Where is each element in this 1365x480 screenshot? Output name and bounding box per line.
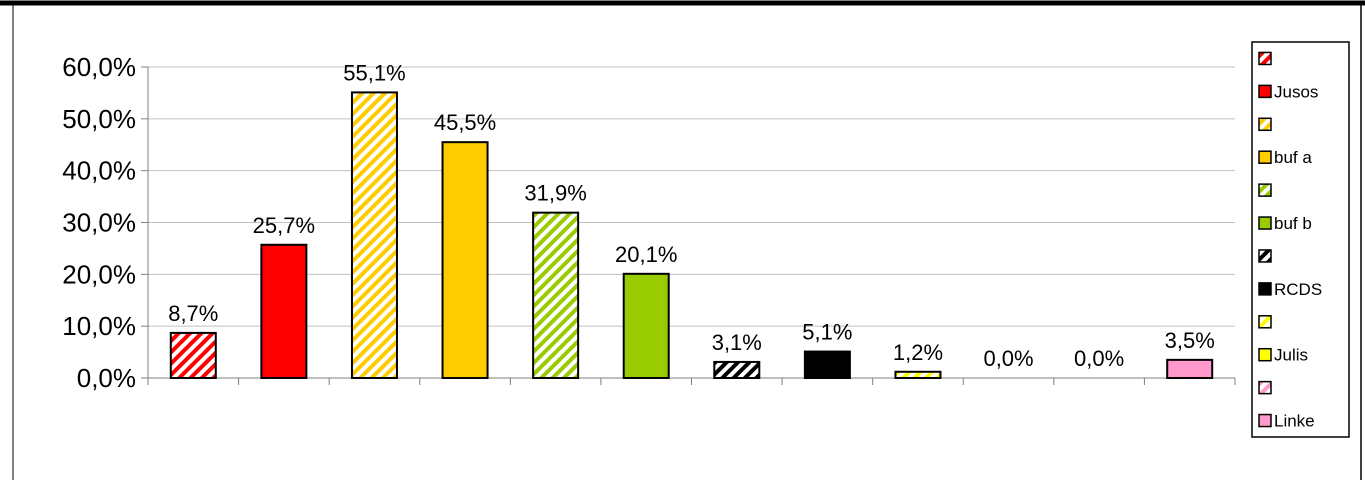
bar (894, 370, 942, 379)
data-label: 1,2% (893, 340, 943, 365)
bar (713, 360, 761, 380)
grid-lines (141, 66, 1235, 379)
y-tick-labels: 0,0% 10,0% 20,0% 30,0% 40,0% 50,0% 60,0% (62, 52, 136, 393)
y-tick-label: 60,0% (62, 52, 136, 82)
y-tick-label: 0,0% (77, 363, 136, 393)
bar (350, 91, 398, 379)
legend-swatch (1258, 183, 1272, 197)
legend-swatch (1258, 51, 1272, 66)
legend-label: Jusos (1274, 82, 1318, 101)
bar (441, 141, 489, 379)
legend-swatch (1258, 216, 1272, 230)
y-tick-label: 50,0% (62, 104, 136, 134)
y-tick-label: 40,0% (62, 156, 136, 186)
legend-swatch (1258, 117, 1272, 132)
data-label: 3,1% (712, 330, 762, 355)
data-label: 20,1% (615, 242, 677, 267)
legend-swatch (1258, 249, 1272, 263)
data-labels: 8,7% 25,7% 55,1% 45,5% 31,9% 20,1% 3,1% 5,1% 1,2… (168, 60, 1215, 371)
legend-label: buf a (1274, 148, 1312, 167)
bar (803, 350, 851, 380)
data-label: 3,5% (1165, 328, 1215, 353)
data-label: 55,1% (343, 60, 405, 85)
y-tick-label: 10,0% (62, 311, 136, 341)
bar (1166, 358, 1214, 380)
legend-swatch (1258, 282, 1272, 296)
bar (622, 272, 670, 379)
data-label: 0,0% (983, 346, 1033, 371)
data-label: 5,1% (802, 320, 852, 345)
y-tick-label: 20,0% (62, 259, 136, 289)
data-label: 31,9% (524, 181, 586, 206)
legend-swatch (1258, 150, 1272, 164)
legend-swatch (1258, 347, 1272, 362)
legend-label: Linke (1274, 412, 1315, 431)
data-label: 45,5% (434, 110, 496, 135)
legend-swatch (1258, 84, 1272, 99)
legend-label: Julis (1274, 346, 1308, 365)
legend-label: RCDS (1274, 280, 1322, 299)
y-tick-label: 30,0% (62, 208, 136, 238)
legend-box (1251, 41, 1350, 438)
legend-swatch (1258, 380, 1272, 395)
bars (169, 91, 1214, 380)
bar (532, 211, 580, 379)
data-label: 25,7% (253, 213, 315, 238)
legend-swatch (1258, 315, 1272, 329)
axes (147, 67, 1236, 385)
legend: Jusos buf a buf b RCDS Julis Linke (1251, 41, 1350, 438)
data-label: 0,0% (1074, 346, 1124, 371)
bar (260, 243, 308, 379)
legend-swatch (1258, 413, 1272, 428)
legend-label: buf b (1274, 214, 1312, 233)
data-label: 8,7% (168, 301, 218, 326)
bar (169, 331, 217, 379)
